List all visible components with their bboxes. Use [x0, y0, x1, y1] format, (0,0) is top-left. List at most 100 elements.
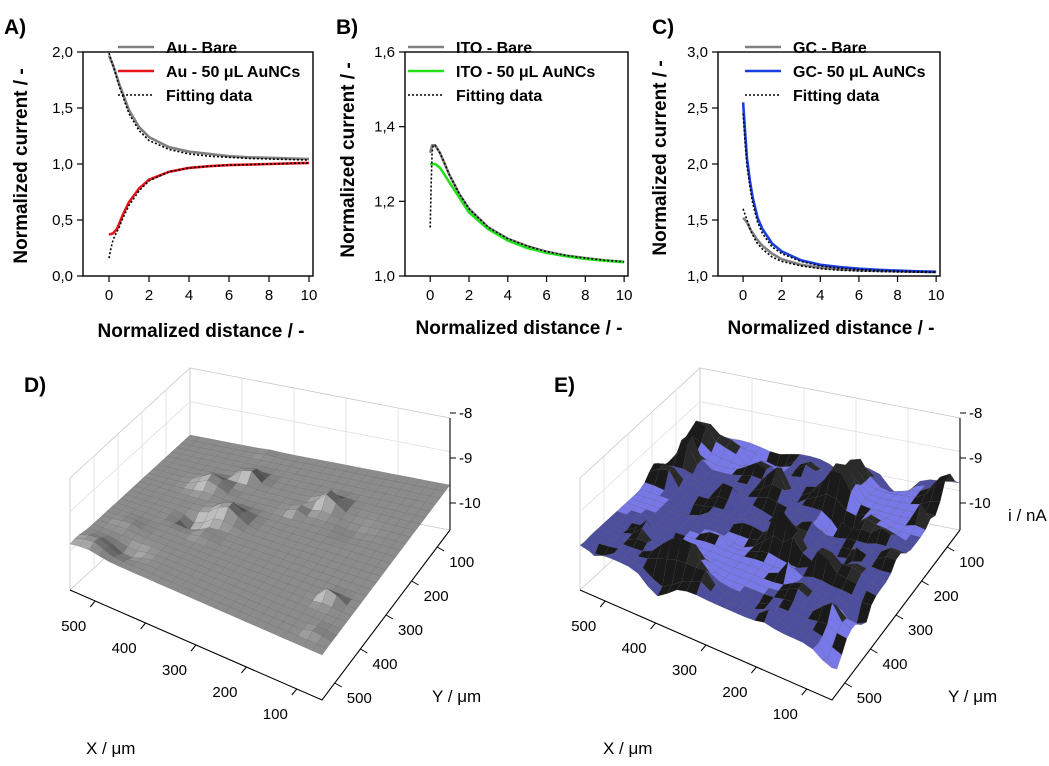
y-axis-label-b: Normalized current / -	[338, 62, 359, 257]
y-axis-label-d: Y / μm	[432, 687, 481, 706]
y-tick-label: 2,5	[687, 100, 708, 117]
x-tick-label: 6	[225, 287, 233, 304]
chart-panel-b: B) 0 2 4 6 8 10 1,0 1,2 1,4 1,6 ITO - Bare ITO - 50…	[336, 16, 632, 339]
x-tick-label: 0	[739, 287, 747, 304]
y-tick-label: 2,0	[52, 44, 73, 61]
x-tick-label: 8	[265, 287, 273, 304]
x-tick-label: 4	[504, 287, 512, 304]
x3d-tick-label: 500	[61, 618, 86, 635]
legend-label: Au - Bare	[166, 40, 237, 57]
surface-panel-e: E) 500400300200100100200300400500-10-9-8…	[554, 367, 1047, 758]
y3d-tick-label: 400	[882, 656, 907, 673]
x3d-tick-label: 100	[773, 706, 798, 723]
series-line-b-2	[429, 144, 625, 263]
series-line-b-1	[430, 162, 625, 264]
y3d-tick-mark	[921, 580, 929, 586]
y-tick-label: 1,0	[374, 268, 395, 285]
x-tick-label: 8	[893, 287, 901, 304]
x-tick-label: 2	[145, 287, 153, 304]
x-tick-label: 6	[542, 287, 550, 304]
y-axis-label-c: Normalized current / -	[650, 60, 671, 255]
y-tick-label: 2,0	[687, 156, 708, 173]
front-edge	[69, 529, 451, 701]
y-tick-label: 1,0	[687, 268, 708, 285]
x-axis-label-b: Normalized distance / -	[416, 318, 623, 339]
x-tick-label: 10	[928, 287, 945, 304]
x3d-tick-mark	[89, 600, 96, 608]
z3d-tick-label: -8	[969, 405, 982, 422]
plot-area-c: 0 2 4 6 8 10 1,0 1,5 2,0 2,5 3,0 GC - Bare GC- 50 μL…	[687, 40, 944, 304]
y3d-tick-label: 300	[908, 622, 933, 639]
plot-frame-b	[404, 51, 629, 277]
y3d-tick-mark	[436, 546, 445, 552]
panel-label-e: E)	[554, 374, 575, 397]
x3d-tick-label: 400	[112, 640, 137, 657]
y3d-tick-mark	[870, 648, 878, 654]
x-tick-label: 10	[301, 287, 318, 304]
legend-label: ITO - 50 μL AuNCs	[456, 64, 595, 81]
y-tick-label: 1,0	[52, 156, 73, 173]
x3d-tick-label: 500	[571, 618, 596, 635]
plot-area-b: 0 2 4 6 8 10 1,0 1,2 1,4 1,6 ITO - Bare ITO - 50 μL…	[374, 40, 632, 304]
x-tick-label: 8	[581, 287, 589, 304]
x3d-tick-label: 300	[162, 662, 187, 679]
surface-patch	[821, 658, 838, 670]
x3d-tick-label: 300	[672, 662, 697, 679]
x3d-tick-label: 200	[212, 684, 237, 701]
series-line-a-1	[108, 161, 310, 236]
x-tick-label: 0	[105, 287, 113, 304]
surface-panel-d: D) 500400300200100100200300400500-10-9-8…	[24, 367, 481, 758]
x3d-tick-mark	[801, 688, 808, 696]
x3d-tick-mark	[650, 622, 656, 630]
y-tick-label: 0,5	[52, 212, 73, 229]
legend-label: ITO - Bare	[456, 40, 532, 57]
x-axis-label-e: X / μm	[603, 739, 652, 758]
y3d-tick-mark	[946, 546, 955, 552]
x-tick-label: 4	[816, 287, 824, 304]
chart-panel-a: A) 0 2 4 6 8 10 0,0 0,5 1,0 1,5 2,0 Au - Bare Au - 5…	[4, 16, 317, 342]
x-tick-label: 10	[616, 287, 633, 304]
y3d-tick-label: 200	[424, 588, 449, 605]
z3d-tick-label: -9	[969, 450, 982, 467]
y-tick-label: 1,2	[374, 193, 395, 210]
y-tick-label: 1,5	[52, 100, 73, 117]
x3d-tick-mark	[700, 644, 707, 652]
z3d-tick-label: -9	[459, 450, 472, 467]
y3d-tick-mark	[334, 682, 343, 688]
front-edge	[579, 529, 961, 701]
series-line-a-0	[107, 54, 310, 161]
grid-line	[69, 401, 451, 512]
series-line-b-0	[428, 144, 625, 264]
z3d-tick-label: -8	[459, 405, 472, 422]
x3d-tick-label: 100	[263, 706, 288, 723]
x-tick-label: 2	[465, 287, 473, 304]
surface-patch	[311, 643, 328, 656]
y-axis-label-a: Normalized current / -	[11, 68, 32, 263]
x3d-tick-mark	[140, 622, 146, 630]
y3d-tick-label: 400	[372, 656, 397, 673]
panel-label-d: D)	[24, 374, 46, 397]
x-tick-label: 2	[778, 287, 786, 304]
x-axis-label-a: Normalized distance / -	[98, 321, 305, 342]
plot-frame-c	[717, 51, 941, 277]
y3d-tick-mark	[844, 682, 853, 688]
y3d-tick-mark	[895, 614, 904, 620]
y3d-tick-label: 200	[934, 588, 959, 605]
series-line-a-2	[108, 162, 310, 259]
plot-area-a: 0 2 4 6 8 10 0,0 0,5 1,0 1,5 2,0 Au - Bare Au - 50 μ…	[52, 40, 317, 304]
x-tick-label: 4	[185, 287, 193, 304]
y3d-tick-mark	[411, 580, 419, 586]
legend-label: Fitting data	[456, 88, 542, 105]
x-axis-label-c: Normalized distance / -	[728, 318, 935, 339]
y-tick-label: 0,0	[52, 268, 73, 285]
z-axis-label-e: i / nA	[1008, 506, 1047, 525]
y3d-tick-mark	[385, 614, 394, 620]
series-line-a-2	[108, 52, 310, 161]
y-axis-label-e: Y / μm	[948, 687, 997, 706]
y3d-tick-label: 500	[857, 690, 882, 707]
chart-panel-c: C) 0 2 4 6 8 10 1,0 1,5 2,0 2,5 3,0 GC - Bare GC- 50…	[650, 16, 944, 339]
y3d-tick-label: 300	[398, 622, 423, 639]
